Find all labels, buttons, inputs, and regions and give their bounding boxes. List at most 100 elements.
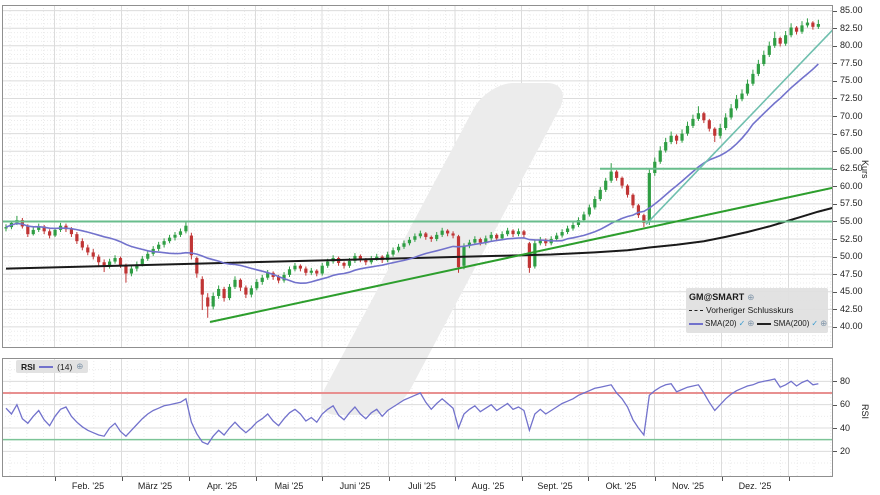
price-tick-mark <box>833 98 837 99</box>
price-tick-label: 85.00 <box>840 5 863 15</box>
price-tick-mark <box>833 274 837 275</box>
sma20-line <box>5 63 819 285</box>
sma200-label: SMA(200) <box>773 319 810 328</box>
rsi-tick-label: 20 <box>840 446 851 456</box>
sma20-globe-icon[interactable]: ⊕ <box>747 318 755 328</box>
price-tick-mark <box>833 186 837 187</box>
price-tick-label: 55.00 <box>840 216 863 226</box>
rsi-tick-mark <box>833 405 837 406</box>
month-tick-mark <box>388 477 390 481</box>
sma20-label: SMA(20) <box>705 319 737 328</box>
rsi-legend-title: RSI <box>21 361 36 372</box>
price-tick-label: 82.50 <box>840 23 863 33</box>
month-tick-mark <box>54 477 56 481</box>
price-tick-mark <box>833 28 837 29</box>
month-label: Apr. '25 <box>206 481 238 491</box>
right-price-axis[interactable]: 85.00 82.50 80.00 77.50 75.00 72.50 70.00 67.50… <box>833 0 880 495</box>
price-tick-mark <box>833 169 837 170</box>
rsi-tick-mark <box>833 381 837 382</box>
month-tick-mark <box>121 477 123 481</box>
rsi-tick-label: 80 <box>840 376 851 386</box>
legend-sma20[interactable]: SMA(20) ✓ ⊕ <box>689 317 754 330</box>
month-tick-mark <box>788 477 790 481</box>
month-tick-mark <box>255 477 257 481</box>
month-label: März '25 <box>137 481 173 491</box>
price-tick-label: 80.00 <box>840 40 863 50</box>
month-label: Feb. '25 <box>71 481 105 491</box>
price-tick-label: 62.50 <box>840 163 863 173</box>
month-tick-mark <box>654 477 656 481</box>
rsi-pane-canvas[interactable] <box>2 358 833 477</box>
month-label: Mai '25 <box>274 481 304 491</box>
price-tick-label: 40.00 <box>840 321 863 331</box>
price-tick-label: 45.00 <box>840 286 863 296</box>
rsi-tick-mark <box>833 451 837 452</box>
price-tick-label: 70.00 <box>840 111 863 121</box>
price-pane-canvas[interactable] <box>2 5 833 348</box>
month-label: Nov. '25 <box>671 481 705 491</box>
legend-row-smas: SMA(20) ✓ ⊕ SMA(200) ✓ ⊕ <box>689 317 827 330</box>
month-tick-mark <box>322 477 323 481</box>
month-label: Sept. '25 <box>537 481 573 491</box>
price-tick-label: 67.50 <box>840 128 863 138</box>
legend-title-row: GM@SMART ⊕ <box>689 291 825 304</box>
price-tick-mark <box>833 116 837 117</box>
legend-sma200[interactable]: SMA(200) ✓ ⊕ <box>757 317 827 330</box>
price-tick-label: 72.50 <box>840 93 863 103</box>
price-tick-label: 77.50 <box>840 58 863 68</box>
price-tick-label: 47.50 <box>840 269 863 279</box>
rsi-line <box>5 378 819 446</box>
month-tick-mark <box>721 477 723 481</box>
dashed-line-swatch-icon <box>689 310 703 311</box>
price-tick-label: 65.00 <box>840 146 863 156</box>
price-tick-mark <box>833 292 837 293</box>
price-tick-mark <box>833 151 837 152</box>
sma200-check-icon[interactable]: ✓ <box>811 319 819 328</box>
price-tick-label: 52.50 <box>840 234 863 244</box>
price-tick-label: 57.50 <box>840 198 863 208</box>
month-tick-mark <box>455 477 456 481</box>
price-tick-label: 75.00 <box>840 75 863 85</box>
rsi-globe-icon[interactable]: ⊕ <box>76 361 84 371</box>
legend-row-previous-close[interactable]: Vorheriger Schlusskurs <box>689 304 825 317</box>
rsi-tick-label: 60 <box>840 399 851 409</box>
instrument-legend: GM@SMART ⊕ Vorheriger Schlusskurs SMA(20… <box>686 288 828 333</box>
price-tick-label: 60.00 <box>840 181 863 191</box>
previous-close-label: Vorheriger Schlusskurs <box>706 305 794 315</box>
price-tick-label: 42.50 <box>840 304 863 314</box>
acceleration-trendline[interactable] <box>645 29 833 225</box>
sma200-globe-icon[interactable]: ⊕ <box>820 318 828 328</box>
price-tick-label: 50.00 <box>840 251 863 261</box>
month-tick-mark <box>588 477 589 481</box>
price-tick-mark <box>833 257 837 258</box>
price-tick-mark <box>833 309 837 310</box>
sma200-line <box>5 206 833 270</box>
month-label: Juli '25 <box>408 481 436 491</box>
price-tick-mark <box>833 46 837 47</box>
month-label: Aug. '25 <box>471 481 505 491</box>
month-label: Juni '25 <box>339 481 371 491</box>
rsi-indicator-legend[interactable]: RSI (14) ⊕ <box>16 360 89 373</box>
month-tick-mark <box>521 477 523 481</box>
month-label: Dez. '25 <box>738 481 772 491</box>
sma200-line-swatch-icon <box>757 322 772 325</box>
price-tick-mark <box>833 327 837 328</box>
price-tick-mark <box>833 204 837 205</box>
sma20-line-swatch-icon <box>689 322 703 325</box>
price-tick-mark <box>833 221 837 222</box>
month-label: Okt. '25 <box>605 481 637 491</box>
price-axis-title: Kurs <box>860 160 870 179</box>
bottom-time-axis[interactable]: Feb. '25 März '25 Apr. '25 Mai '25 Juni '25 J… <box>0 477 833 495</box>
month-tick-mark <box>188 477 190 481</box>
price-tick-mark <box>833 81 837 82</box>
price-tick-mark <box>833 239 837 240</box>
globe-icon[interactable]: ⊕ <box>747 292 755 302</box>
support-trendline[interactable] <box>209 186 833 323</box>
price-tick-mark <box>833 134 837 135</box>
price-tick-mark <box>833 11 837 12</box>
sma20-check-icon[interactable]: ✓ <box>738 319 746 328</box>
rsi-tick-mark <box>833 428 837 429</box>
rsi-tick-label: 40 <box>840 423 851 433</box>
instrument-name: GM@SMART <box>689 292 745 302</box>
rsi-line-swatch-icon <box>39 365 54 368</box>
